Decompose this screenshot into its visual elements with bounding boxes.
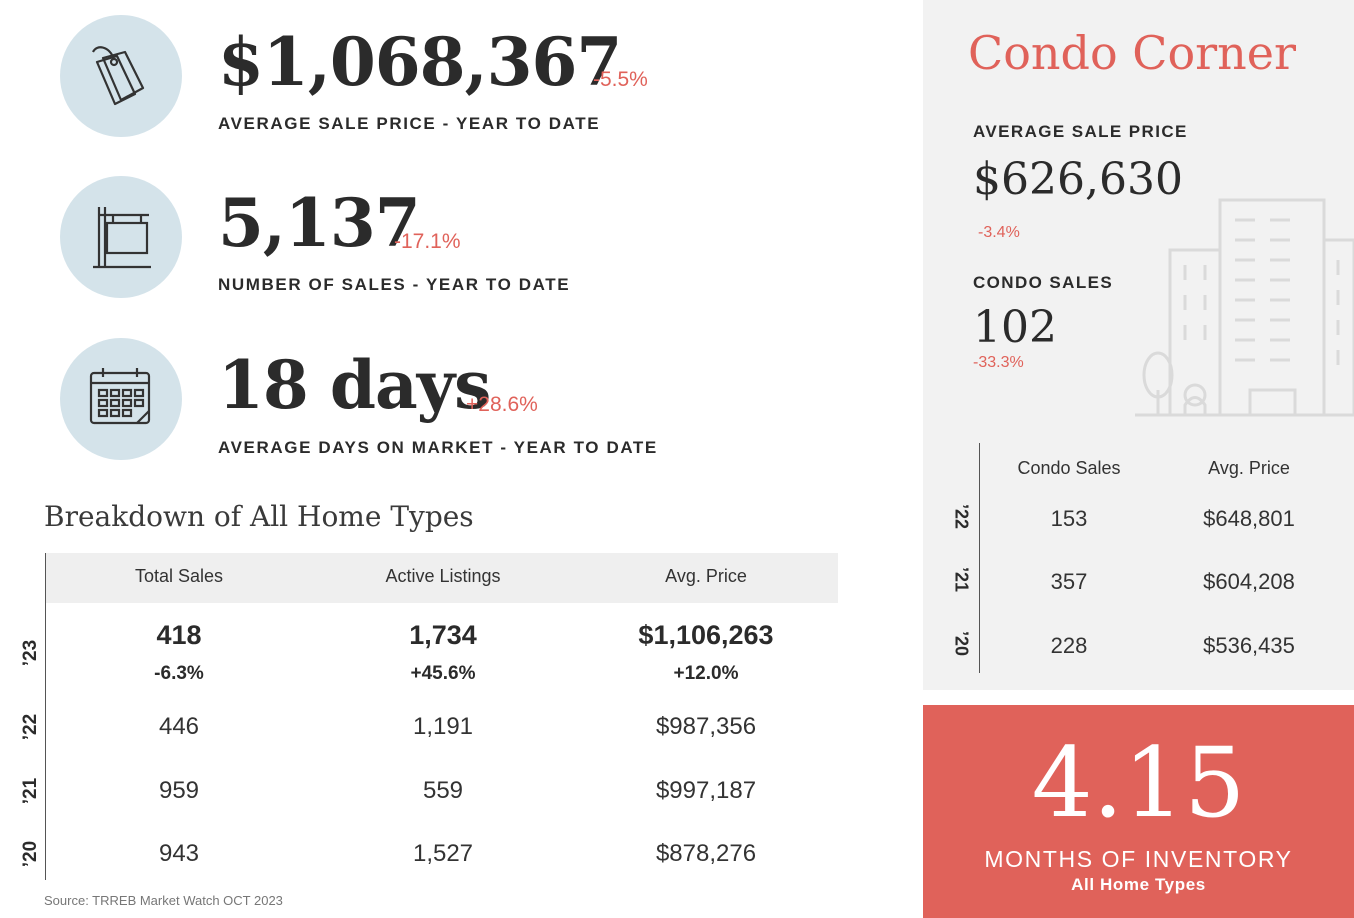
table-cell-change: +45.6%	[410, 663, 476, 684]
table-cell: 559	[422, 777, 464, 804]
table-cell: $648,801	[1203, 506, 1295, 531]
table-cell-change: -6.3%	[154, 663, 204, 684]
table-cell-change: +12.0%	[673, 663, 739, 684]
table-cell: 959	[158, 777, 200, 804]
inventory-label: MONTHS OF INVENTORY	[984, 846, 1293, 872]
condo-sales-change: -33.3%	[973, 354, 1024, 371]
row-year: ’23	[20, 639, 41, 667]
row-year: ’20	[951, 630, 972, 657]
row-year: ’22	[20, 713, 41, 741]
table-cell: 1,527	[412, 840, 474, 867]
stat-label: NUMBER OF SALES - YEAR TO DATE	[218, 275, 571, 294]
header-condo-sales: Condo Sales	[1017, 458, 1121, 478]
table-cell: $1,106,263	[638, 620, 774, 650]
table-cell: 1,191	[412, 713, 474, 740]
breakdown-divider	[45, 553, 46, 880]
source-note: Source: TRREB Market Watch OCT 2023	[44, 893, 283, 908]
table-cell: $987,356	[655, 713, 757, 740]
stat-change: -17.1%	[394, 230, 461, 253]
row-year: ’20	[20, 840, 41, 868]
table-cell: 153	[1050, 506, 1088, 531]
stat-value: 5,137	[218, 184, 421, 262]
header-total-sales: Total Sales	[134, 566, 224, 586]
stat-average-sale-price: $1,068,367 -5.5% AVERAGE SALE PRICE - YE…	[58, 15, 898, 145]
table-cell: $604,208	[1203, 569, 1295, 594]
row-year: ’21	[951, 566, 972, 593]
stat-change: +28.6%	[466, 393, 538, 416]
sale-sign-icon	[60, 176, 182, 298]
stat-label: AVERAGE DAYS ON MARKET - YEAR TO DATE	[218, 438, 658, 457]
condo-avg-label: AVERAGE SALE PRICE	[973, 122, 1188, 141]
inventory-value: 4.15	[1031, 727, 1246, 839]
breakdown-title: Breakdown of All Home Types	[44, 500, 474, 533]
table-cell: 943	[158, 840, 200, 867]
stat-number-of-sales: 5,137 -17.1% NUMBER OF SALES - YEAR TO D…	[58, 176, 898, 306]
header-active-listings: Active Listings	[385, 566, 501, 586]
months-of-inventory-box: 4.15 MONTHS OF INVENTORY All Home Types	[923, 705, 1354, 918]
condo-avg-change: -3.4%	[978, 224, 1020, 241]
table-cell: 418	[156, 620, 202, 650]
breakdown-header-row	[46, 553, 838, 603]
table-cell: 228	[1050, 633, 1088, 658]
table-cell: $997,187	[655, 777, 757, 804]
row-year: ’21	[20, 777, 41, 805]
condo-corner-panel	[923, 0, 1354, 690]
condo-sales-label: CONDO SALES	[973, 273, 1114, 292]
table-cell: 446	[158, 713, 200, 740]
stat-value: 18 days	[218, 346, 491, 424]
header-avg-price: Avg. Price	[665, 566, 747, 586]
table-cell: 357	[1050, 569, 1088, 594]
table-cell: 1,734	[409, 620, 477, 650]
stat-change: -5.5%	[593, 68, 648, 91]
stat-label: AVERAGE SALE PRICE - YEAR TO DATE	[218, 114, 601, 133]
condo-table-divider	[979, 443, 980, 673]
table-cell: $536,435	[1203, 633, 1295, 658]
inventory-sub: All Home Types	[1071, 875, 1206, 894]
table-cell: $878,276	[655, 840, 757, 867]
condo-avg-value: $626,630	[973, 154, 1183, 205]
stat-days-on-market: 18 days +28.6% AVERAGE DAYS ON MARKET - …	[58, 338, 898, 468]
price-tag-icon	[60, 15, 182, 137]
calendar-icon	[60, 338, 182, 460]
buildings-icon	[1135, 198, 1354, 417]
header-condo-avg-price: Avg. Price	[1208, 458, 1290, 478]
row-year: ’22	[951, 503, 972, 530]
condo-sales-value: 102	[973, 302, 1057, 353]
condo-corner-title: Condo Corner	[968, 26, 1296, 80]
stat-value: $1,068,367	[218, 23, 622, 101]
